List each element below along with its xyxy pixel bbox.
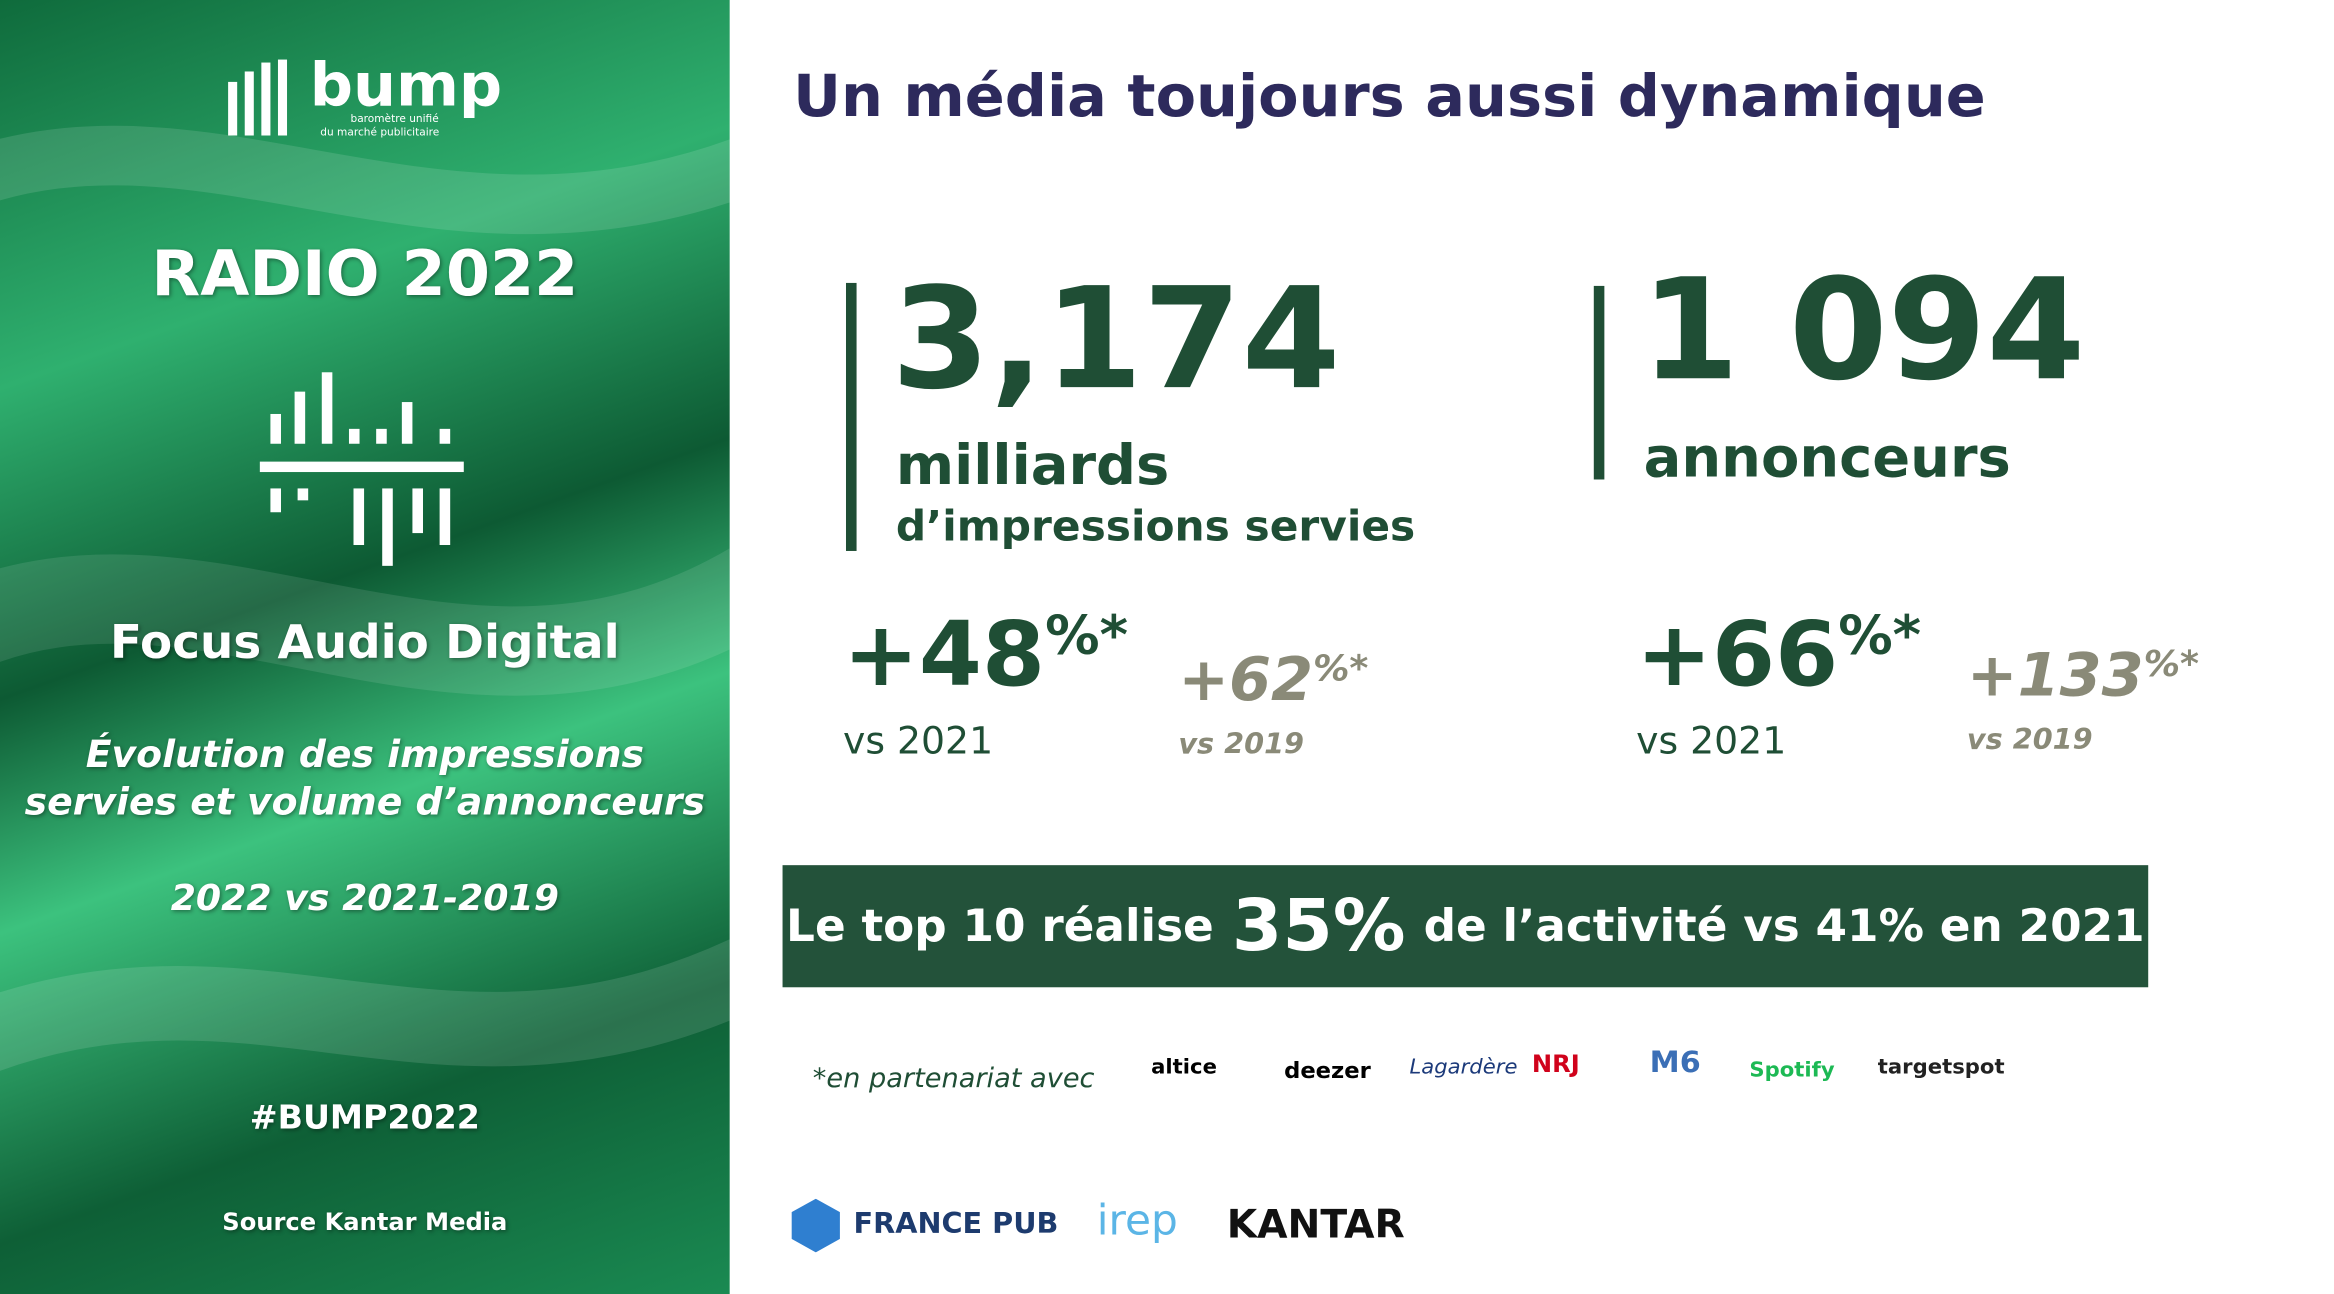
period: 2022 vs 2021-2019 [170, 877, 559, 919]
partner-logo: M6 [1649, 1043, 1701, 1080]
footer-logo: irep [1096, 1195, 1178, 1245]
growth-value: +66 [1636, 603, 1839, 708]
partner-logo: NRJ [1531, 1049, 1580, 1079]
banner: Le top 10 réalise 35% de l’activité vs 4… [782, 865, 2149, 988]
growth-suffix: %* [1045, 606, 1129, 668]
background-waves [0, 59, 730, 1072]
logo-tagline: baromètre unifié [350, 113, 439, 126]
growth: +133%* [1967, 646, 2199, 706]
partner-logo: deezer [1284, 1057, 1371, 1085]
growth: +48%* [843, 610, 1128, 700]
growth-suffix: %* [1838, 606, 1922, 668]
partner-logo: targetspot [1877, 1055, 2005, 1080]
growth-value: +48 [842, 603, 1046, 708]
stat-value: 1 094 [1640, 250, 2086, 413]
growth-label: vs 2019 [1178, 728, 1305, 761]
partner-logo: Lagardère [1409, 1055, 1518, 1080]
banner-text: Le top 10 réalise [786, 900, 1214, 953]
focus: Focus Audio Digital [109, 616, 620, 671]
banner-text: de l’activité vs 41% en 2021 [1423, 900, 2145, 953]
stat-unit: annonceurs [1643, 425, 2011, 490]
stat-detail: d’impressions servies [895, 501, 1416, 551]
banner-highlight: 35% [1231, 884, 1406, 968]
growth-suffix: %* [1313, 647, 1369, 690]
stat-unit: milliards [895, 433, 1170, 498]
hashtag: #BUMP2022 [249, 1100, 480, 1138]
footer-logo: FRANCE PUB [853, 1207, 1059, 1241]
growth-label: vs 2021 [842, 719, 994, 763]
growth-suffix: %* [2143, 643, 2200, 685]
growth-label: vs 2019 [1966, 723, 2093, 757]
growth-value: +62 [1178, 646, 1314, 715]
description-line: servies et volume d’annonceurs [24, 780, 706, 824]
stat-value: 3,174 [891, 259, 1341, 422]
page-title: Un média toujours aussi dynamique [793, 64, 1986, 132]
partner-logo: Spotify [1749, 1058, 1835, 1083]
accent-bar [1593, 285, 1605, 480]
sidebar: bump baromètre unifié du marché publicit… [0, 0, 730, 1294]
logo-tagline: du marché publicitaire [320, 126, 440, 139]
footer-logo: KANTAR [1226, 1203, 1405, 1248]
description-line: Évolution des impressions [85, 732, 644, 776]
logo-name: bump [309, 52, 503, 121]
partners-label: *en partenariat avec [812, 1063, 1095, 1095]
growth: +66%* [1636, 610, 1921, 700]
source: Source Kantar Media [222, 1207, 508, 1236]
growth-label: vs 2021 [1636, 719, 1787, 763]
sidebar-title: RADIO 2022 [151, 236, 579, 310]
growth: +62%* [1178, 651, 1368, 711]
francepub-icon [791, 1198, 840, 1253]
accent-bar [845, 282, 857, 551]
partner-logo: altice [1151, 1055, 1217, 1080]
growth-value: +133 [1966, 641, 2144, 711]
